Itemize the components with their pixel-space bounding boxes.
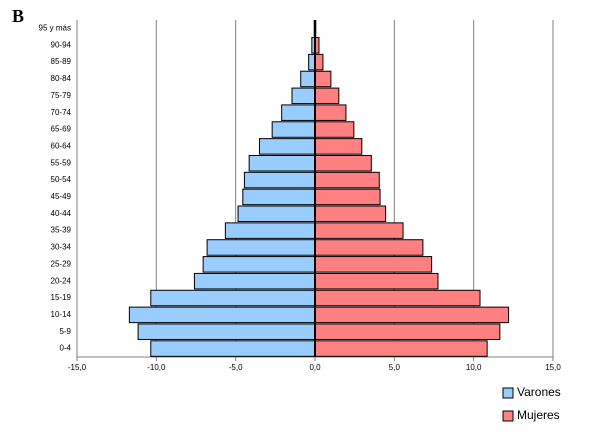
bar: [314, 306, 510, 324]
legend-swatch: [502, 387, 514, 399]
y-tick-label: 5-9: [59, 327, 71, 336]
x-tick-label: -15,0: [68, 363, 87, 372]
bar: [314, 70, 332, 88]
bar: [314, 188, 381, 206]
bar: [206, 239, 316, 256]
y-tick-label: 25-29: [51, 259, 72, 268]
y-tick-label: 50-54: [51, 175, 72, 184]
y-tick-label: 65-69: [51, 125, 72, 134]
y-tick-label: 60-64: [51, 141, 72, 150]
y-tick-label: 80-84: [51, 74, 72, 83]
legend-label: Mujeres: [517, 408, 560, 422]
y-tick-label: 20-24: [51, 276, 72, 285]
bar: [291, 87, 316, 105]
y-tick-label: 10-14: [51, 310, 72, 319]
bar: [202, 256, 316, 273]
y-tick-label: 70-74: [51, 108, 72, 117]
bar: [314, 121, 355, 138]
bar: [314, 138, 363, 155]
legend-label: Varones: [517, 385, 561, 399]
bar: [258, 138, 316, 155]
y-tick-label: 45-49: [51, 192, 72, 201]
bar: [314, 87, 340, 105]
bar: [314, 154, 372, 172]
bar: [242, 188, 316, 206]
y-tick-label: 35-39: [51, 226, 72, 235]
bar: [314, 256, 433, 273]
bar: [193, 272, 316, 290]
bar: [137, 323, 316, 340]
bar: [314, 340, 488, 357]
bar: [314, 104, 347, 121]
y-tick-label: 40-44: [51, 209, 72, 218]
bar: [224, 222, 316, 239]
bar: [314, 171, 380, 189]
y-tick-label: 55-59: [51, 158, 72, 167]
x-tick-label: -10,0: [147, 363, 166, 372]
bar: [248, 154, 316, 172]
bar: [314, 289, 481, 307]
bar: [243, 171, 316, 189]
y-tick-label: 95 y más: [39, 24, 71, 33]
legend-swatch: [502, 410, 514, 422]
panel-label: B: [12, 6, 24, 26]
bar: [300, 70, 316, 88]
y-tick-label: 85-89: [51, 57, 72, 66]
bar: [150, 340, 316, 357]
bar: [314, 222, 404, 239]
y-tick-label: 15-19: [51, 293, 72, 302]
bar: [314, 272, 439, 290]
bar: [150, 289, 316, 307]
x-tick-label: -5,0: [229, 363, 243, 372]
y-tick-label: 0-4: [59, 344, 71, 353]
bar: [314, 53, 324, 71]
bar: [237, 205, 316, 223]
bar: [314, 239, 424, 256]
bar: [271, 121, 316, 138]
y-tick-label: 75-79: [51, 91, 72, 100]
bar: [314, 205, 387, 223]
x-tick-label: 10,0: [466, 363, 482, 372]
y-tick-label: 90-94: [51, 40, 72, 49]
x-tick-label: 15,0: [545, 363, 561, 372]
x-tick-label: 0,0: [309, 363, 321, 372]
bar: [314, 323, 501, 340]
bar: [128, 306, 316, 324]
bar: [281, 104, 316, 121]
y-tick-label: 30-34: [51, 243, 72, 252]
x-tick-label: 5,0: [389, 363, 401, 372]
